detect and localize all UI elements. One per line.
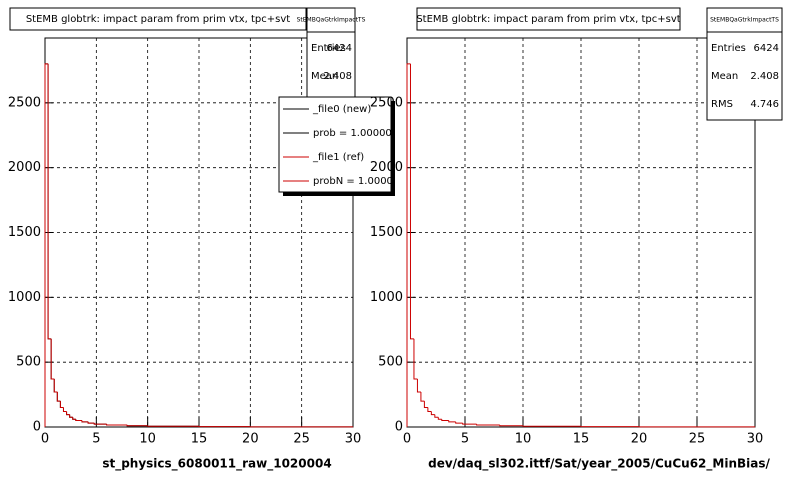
histogram-bin xyxy=(430,411,435,416)
legend-label: prob = 1.000000 xyxy=(313,128,398,139)
stats-value: 2.408 xyxy=(750,71,779,82)
histogram-bin xyxy=(56,391,61,402)
x-tick-label: 5 xyxy=(92,432,100,447)
stats-label: Entries xyxy=(711,43,746,54)
histogram-bin xyxy=(416,379,421,393)
histogram-bin xyxy=(462,423,477,425)
histogram-bin xyxy=(53,379,58,393)
histogram-bin xyxy=(420,391,425,402)
stats-value: 6424 xyxy=(754,43,779,54)
histogram-bin xyxy=(72,417,76,420)
stats-title: StEMBQaGtrkImpactTS xyxy=(297,17,366,24)
stats-value: 2.408 xyxy=(323,71,352,82)
histogram-bin xyxy=(427,407,432,412)
x-tick-label: 15 xyxy=(573,432,590,447)
legend-label: _file1 (ref) xyxy=(312,152,364,163)
title-box xyxy=(9,7,307,31)
x-tick-label: 0 xyxy=(403,432,411,447)
histogram-bin xyxy=(81,420,89,423)
histogram-bin xyxy=(69,414,73,418)
histogram-bin xyxy=(448,420,456,423)
stats-label: RMS xyxy=(711,99,733,110)
histogram-bin xyxy=(87,421,95,424)
y-tick-label: 2000 xyxy=(8,160,41,175)
y-tick-label: 500 xyxy=(378,355,403,370)
stats-value: 4.746 xyxy=(750,99,779,110)
chart-title: StEMB globtrk: impact param from prim vt… xyxy=(26,14,290,25)
histogram-bin xyxy=(106,424,128,426)
x-axis-label: st_physics_6080011_raw_1020004 xyxy=(102,457,331,472)
y-tick-label: 1500 xyxy=(8,225,41,240)
histogram-bin xyxy=(147,425,199,427)
stats-label: Mean xyxy=(311,71,338,82)
histogram-bin xyxy=(434,414,439,418)
x-tick-label: 30 xyxy=(345,432,362,447)
x-tick-label: 5 xyxy=(461,432,469,447)
y-tick-label: 1500 xyxy=(370,225,403,240)
x-tick-label: 0 xyxy=(41,432,49,447)
x-tick-label: 30 xyxy=(747,432,764,447)
x-axis-label: dev/daq_sl302.ittf/Sat/year_2005/CuCu62_… xyxy=(428,457,770,472)
histogram-bin xyxy=(59,401,64,409)
histogram-bin xyxy=(75,419,82,422)
legend: _file0 (new) prob = 1.000000 _file1 (ref) p… xyxy=(283,104,406,187)
histogram-bin xyxy=(455,421,463,424)
stats-title: StEMBQaGtrkImpactTS xyxy=(710,17,779,24)
histogram-bin xyxy=(44,63,49,427)
title-box xyxy=(416,7,681,31)
x-tick-label: 20 xyxy=(631,432,648,447)
stats-value: 6424 xyxy=(327,43,352,54)
y-tick-label: 1000 xyxy=(8,290,41,305)
histogram-bin xyxy=(522,425,581,427)
histogram-bin xyxy=(423,401,428,409)
chart-title: StEMB globtrk: impact param from prim vt… xyxy=(416,14,680,25)
histogram-bin xyxy=(437,417,442,420)
legend-label: probN = 1.000000 xyxy=(313,176,406,187)
y-tick-label: 2500 xyxy=(8,95,41,110)
histogram-bin xyxy=(62,407,67,412)
x-tick-label: 10 xyxy=(139,432,156,447)
y-tick-label: 0 xyxy=(395,420,403,435)
x-tick-label: 20 xyxy=(242,432,259,447)
histogram-bin xyxy=(441,419,449,422)
histogram-bin xyxy=(413,338,418,380)
legend-label: _file0 (new) xyxy=(312,104,371,115)
x-tick-label: 25 xyxy=(689,432,706,447)
histogram-bin xyxy=(47,63,52,340)
x-tick-label: 25 xyxy=(293,432,310,447)
x-tick-label: 15 xyxy=(191,432,208,447)
y-tick-label: 0 xyxy=(33,420,41,435)
stats-box xyxy=(706,7,783,121)
histogram-bin xyxy=(126,425,148,427)
histogram-bin xyxy=(409,63,414,340)
histogram-bin xyxy=(499,425,523,427)
histogram-bin xyxy=(50,338,55,380)
histogram-bin xyxy=(406,63,411,427)
y-tick-label: 500 xyxy=(16,355,41,370)
histogram-bin xyxy=(476,424,500,426)
stats-label: Entries xyxy=(311,43,346,54)
stats-label: Mean xyxy=(711,71,738,82)
y-tick-label: 1000 xyxy=(370,290,403,305)
histogram-bin xyxy=(93,423,107,425)
stats-box xyxy=(306,7,356,99)
x-tick-label: 10 xyxy=(515,432,532,447)
legend-box xyxy=(278,96,392,193)
y-tick-label: 2000 xyxy=(370,160,403,175)
histogram-bin xyxy=(66,411,70,416)
y-tick-label: 2500 xyxy=(370,95,403,110)
